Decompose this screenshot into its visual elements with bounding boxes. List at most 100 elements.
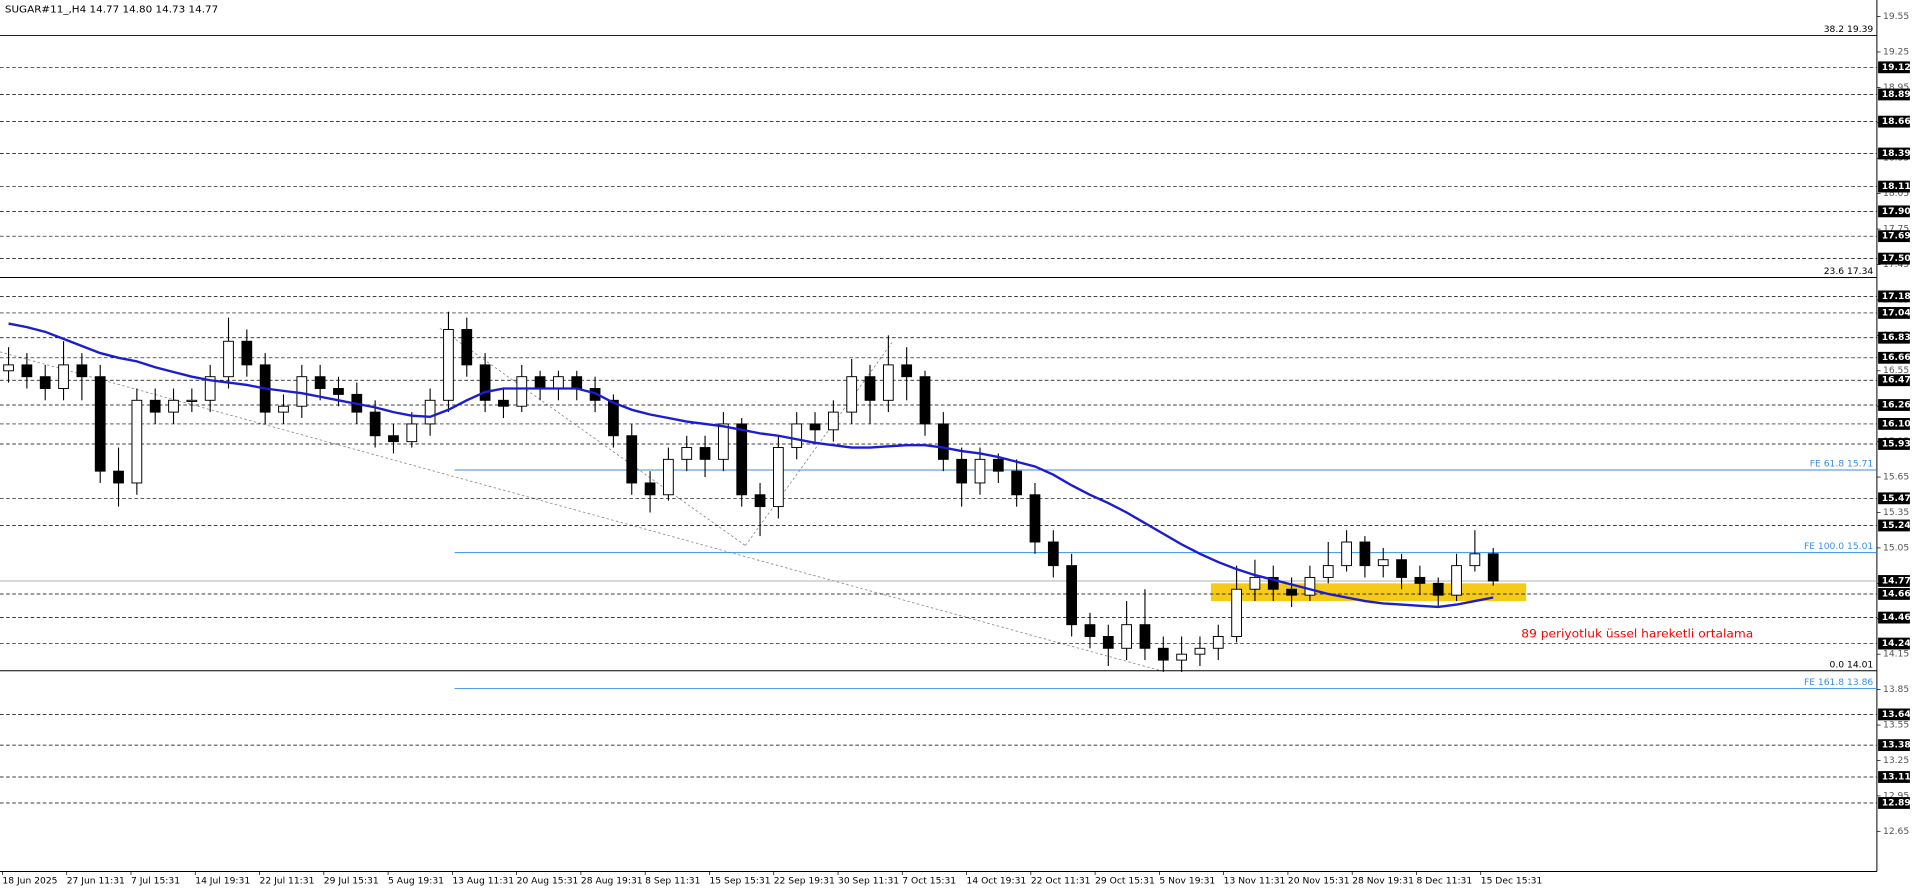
candle-body [1084,624,1096,637]
price-label-box [1878,492,1910,505]
candle-body [1304,576,1316,596]
candle-body [1432,582,1444,596]
price-label-box [1878,797,1910,809]
candle-body [443,328,454,401]
price-label-box [1878,230,1910,243]
x-tick-label: 30 Sep 11:31 [838,876,899,886]
candle-body [1102,636,1114,649]
price-label-box [1878,115,1910,128]
candle-body [388,435,399,443]
candle-body [241,340,253,366]
price-label-box [1878,61,1910,74]
candle-body [498,399,509,407]
y-tick-label: 12.65 [1883,827,1909,837]
x-tick-label: 22 Oct 11:31 [1031,876,1091,886]
y-tick-label: 13.55 [1883,721,1909,731]
candle-body [1139,624,1151,649]
x-tick-label: 13 Nov 11:31 [1224,876,1286,886]
price-label: 16.26 [1882,401,1911,411]
candle-body [21,364,33,378]
x-tick-label: 15 Dec 15:31 [1481,876,1543,886]
price-label: 17.18 [1882,292,1911,302]
x-tick-label: 13 Aug 11:31 [452,876,514,886]
candle-body [516,376,528,407]
x-tick-label: 18 Jun 2025 [2,876,57,886]
price-label: 15.24 [1882,521,1911,531]
y-tick-label: 19.25 [1883,48,1909,58]
price-label-box [1878,147,1910,160]
candle-body [1396,559,1407,578]
candle-body [571,376,583,389]
price-label-box [1878,588,1910,600]
price-label-box [1878,438,1910,450]
x-tick-label: 7 Jul 15:31 [131,876,180,886]
price-label-box [1878,88,1910,101]
candle-body [791,423,803,449]
candle-body [882,364,894,401]
x-tick-label: 14 Oct 19:31 [967,876,1027,886]
y-tick-label: 13.85 [1883,685,1909,695]
x-tick-label: 27 Jun 11:31 [67,876,125,886]
y-tick-label: 16.55 [1883,366,1909,376]
candle-body [644,482,656,496]
price-label: 12.89 [1882,799,1911,809]
candle-body [333,388,344,395]
candle-body [1176,653,1187,661]
candle-body [131,399,143,484]
candle-body [58,364,69,389]
candle-body [974,458,986,484]
chart-title: SUGAR#11_,H4 14.77 14.80 14.73 14.77 [5,5,218,16]
price-label: 13.64 [1882,710,1911,720]
y-tick-label: 17.45 [1883,260,1909,270]
candle-body [1469,553,1481,567]
price-label-box [1878,351,1910,364]
x-tick-label: 29 Jul 15:31 [324,876,379,886]
x-tick-label: 22 Jul 11:31 [260,876,315,886]
x-tick-label: 20 Aug 15:31 [517,876,579,886]
price-label: 19.12 [1882,63,1911,73]
y-tick-label: 15.35 [1883,508,1909,518]
candle-body [1487,553,1499,582]
candle-body [1011,470,1023,496]
price-label: 13.11 [1882,773,1911,783]
candle-body [1212,636,1224,649]
price-label: 15.47 [1882,494,1911,504]
candle-body [919,376,931,425]
y-tick-label: 17.75 [1883,225,1909,235]
price-label-box [1878,290,1910,303]
candle-body [3,364,14,372]
candle-body [1451,565,1462,596]
candle-body [204,376,216,401]
last-price-box [1878,575,1910,587]
candle-body [1066,565,1078,626]
candle-body [809,423,821,431]
price-label: 17.50 [1882,254,1911,264]
price-label-box [1878,399,1910,411]
price-label-box [1878,307,1910,319]
x-tick-label: 8 Dec 11:31 [1416,876,1472,886]
fe-label: FE 161.8 13.86 [1804,678,1874,688]
price-label-box [1878,252,1910,265]
price-label-box [1878,205,1910,218]
candle-body [937,423,949,460]
price-label-box [1878,180,1910,193]
y-tick-label: 15.05 [1883,543,1909,553]
annotation: 89 periyotluk üssel hareketli ortalama [1521,627,1753,641]
candle-body [1249,576,1261,590]
candle-body [369,411,381,437]
candle-body [94,376,106,472]
y-tick-label: 13.25 [1883,756,1909,766]
x-tick-label: 5 Aug 19:31 [388,876,444,886]
candle-body [314,376,326,389]
y-tick-label: 19.55 [1883,12,1909,22]
y-tick-label: 14.15 [1883,650,1909,660]
fib-label: 0.0 14.01 [1830,660,1874,670]
last-price-label: 14.77 [1882,577,1911,587]
highlight-zone [1210,583,1527,602]
candle-body [296,376,308,407]
candle-body [1414,576,1426,584]
candle-body [1267,576,1279,590]
candle-body [754,494,766,508]
candle-body [1194,647,1206,655]
candle-body [149,399,161,413]
